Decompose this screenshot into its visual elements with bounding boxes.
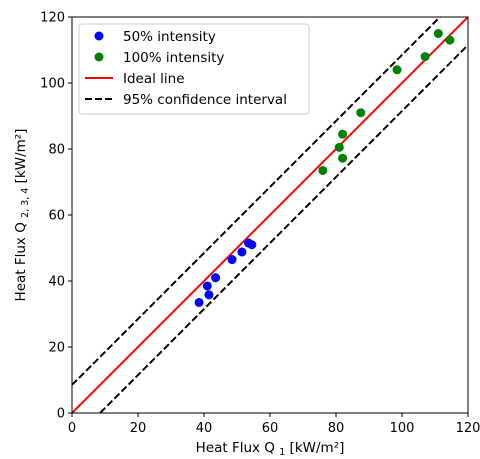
- legend-label-ideal: Ideal line: [123, 71, 185, 87]
- legend-marker-50: [94, 31, 104, 41]
- y-axis-ticks: 0 20 40 60 80 100 120: [40, 11, 72, 422]
- y-tick-label: 60: [48, 209, 65, 224]
- x-tick-label: 20: [130, 421, 147, 436]
- point-series0-1: [202, 281, 212, 291]
- y-tick-label: 80: [48, 143, 65, 158]
- point-series0-3: [211, 273, 221, 283]
- x-axis-label: Heat Flux Q 1 [kW/m²]: [196, 440, 345, 458]
- legend-label-50: 50% intensity: [123, 29, 216, 45]
- x-tick-label: 40: [196, 421, 213, 436]
- y-axis-label: Heat Flux Q 2, 3, 4 [kW/m²]: [13, 129, 31, 302]
- point-series1-0: [318, 165, 328, 175]
- legend-marker-100: [94, 52, 104, 62]
- x-tick-label: 80: [328, 421, 345, 436]
- point-series1-7: [433, 29, 443, 38]
- confidence-line-1: [98, 44, 468, 413]
- y-tick-label: 40: [48, 275, 65, 290]
- x-tick-label: 0: [68, 421, 76, 436]
- point-series1-4: [356, 108, 366, 118]
- x-axis-ticks: 0 20 40 60 80 100 120: [68, 413, 480, 436]
- points-layer: [194, 29, 455, 307]
- point-series1-3: [338, 153, 348, 163]
- point-series1-1: [334, 142, 344, 152]
- point-series0-7: [247, 240, 257, 250]
- point-series0-0: [194, 297, 204, 307]
- ideal-line: [72, 17, 468, 413]
- x-tick-label: 100: [390, 421, 415, 436]
- y-tick-label: 100: [40, 77, 65, 92]
- x-tick-label: 60: [262, 421, 279, 436]
- legend-label-100: 100% intensity: [123, 50, 224, 66]
- legend-box: [78, 23, 310, 115]
- point-series0-5: [237, 247, 247, 257]
- legend-label-ci: 95% confidence interval: [123, 92, 287, 108]
- lines-layer: [72, 17, 468, 413]
- legend: 50% intensity 100% intensity Ideal line …: [78, 23, 310, 115]
- point-series1-5: [392, 65, 402, 75]
- point-series1-2: [338, 129, 348, 139]
- y-tick-label: 120: [40, 11, 65, 26]
- point-series1-8: [445, 35, 455, 45]
- y-tick-label: 20: [48, 341, 65, 356]
- y-tick-label: 0: [57, 407, 65, 422]
- point-series0-4: [227, 255, 237, 265]
- point-series1-6: [420, 52, 430, 62]
- confidence-line-0: [72, 17, 442, 386]
- x-tick-label: 120: [456, 421, 480, 436]
- point-series0-2: [204, 290, 214, 300]
